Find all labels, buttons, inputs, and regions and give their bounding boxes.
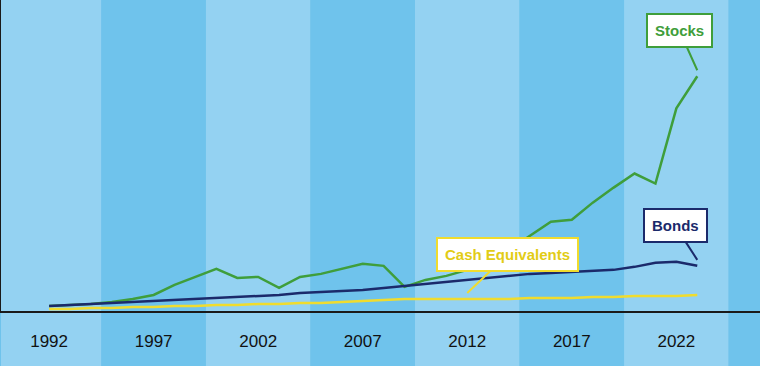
svg-text:1997: 1997 — [135, 332, 173, 351]
svg-text:2017: 2017 — [553, 332, 591, 351]
svg-text:Cash Equivalents: Cash Equivalents — [445, 246, 570, 263]
svg-text:Stocks: Stocks — [655, 22, 704, 39]
svg-text:2022: 2022 — [657, 332, 695, 351]
svg-text:2007: 2007 — [344, 332, 382, 351]
svg-text:1992: 1992 — [30, 332, 68, 351]
svg-text:2002: 2002 — [239, 332, 277, 351]
svg-text:Bonds: Bonds — [652, 217, 699, 234]
svg-text:2012: 2012 — [448, 332, 486, 351]
